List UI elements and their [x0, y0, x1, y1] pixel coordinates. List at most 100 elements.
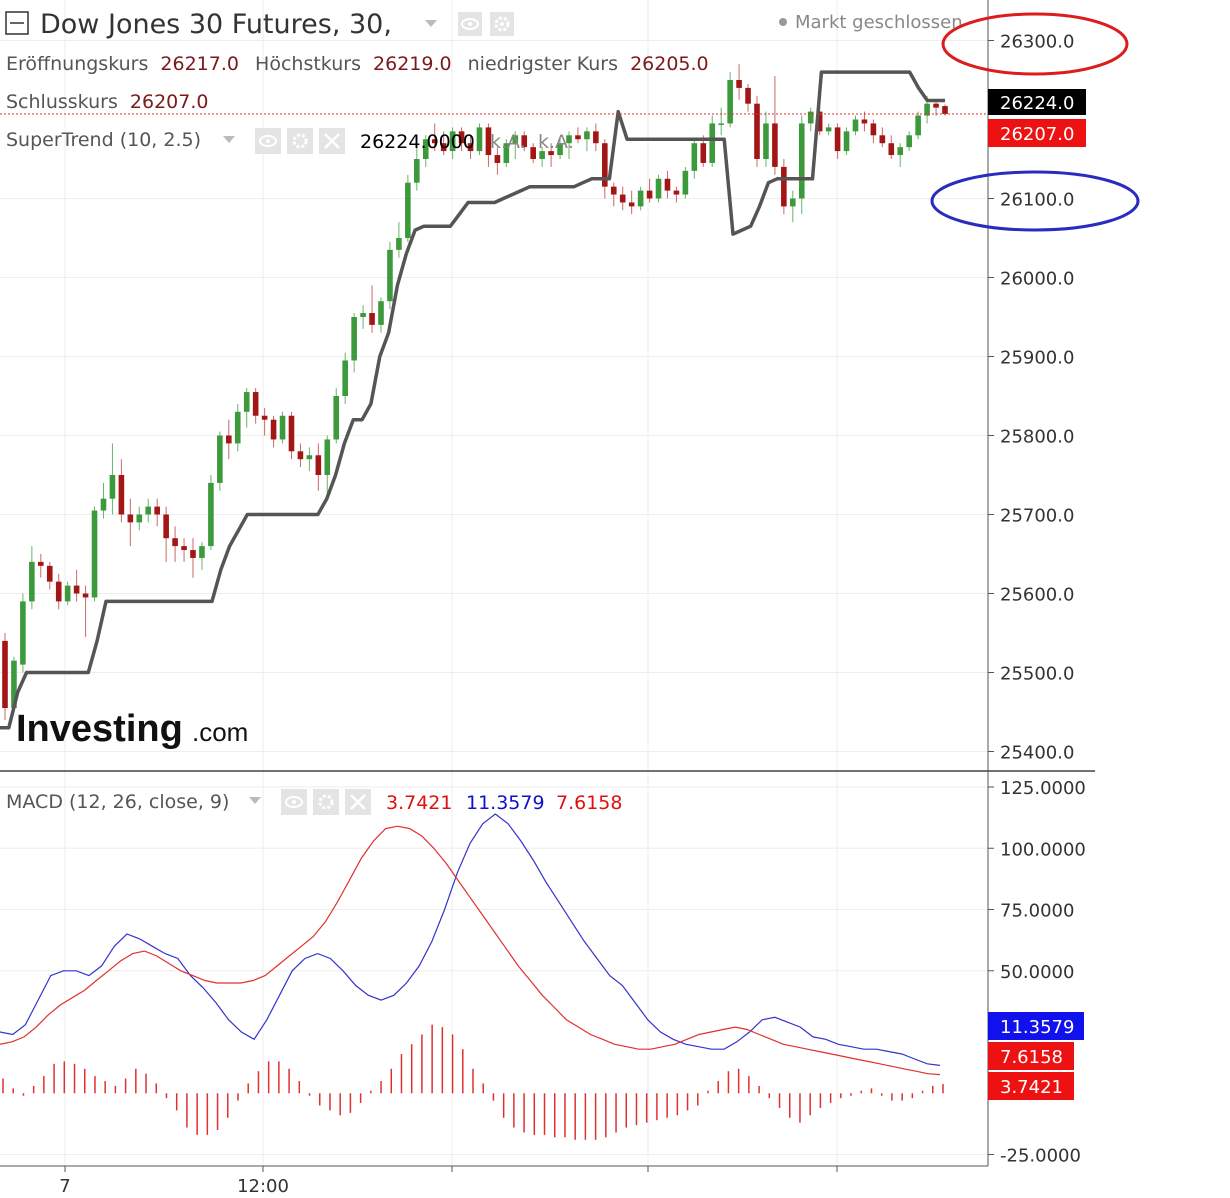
candle-body — [261, 415, 268, 420]
candle-body — [763, 123, 769, 159]
hist-badge-text: 3.7421 — [1000, 1077, 1063, 1098]
candle — [798, 115, 805, 215]
candle-body — [933, 103, 939, 108]
candle — [566, 131, 572, 159]
candle-body — [512, 135, 519, 144]
signal-badge-text: 7.6158 — [1000, 1047, 1063, 1068]
candle-body — [315, 455, 322, 475]
candle — [727, 72, 733, 128]
candle — [467, 135, 474, 159]
candles-layer — [2, 64, 948, 720]
low-label: niedrigster Kurs — [468, 53, 618, 75]
candle — [29, 546, 35, 610]
candle — [915, 111, 921, 140]
candle-body — [494, 155, 501, 163]
candle-body — [476, 127, 483, 152]
candle — [333, 388, 340, 444]
candle — [593, 123, 599, 152]
dropdown-icon[interactable] — [425, 20, 437, 27]
candle — [485, 123, 492, 167]
grid-layer — [0, 0, 988, 1166]
candle-body — [485, 127, 492, 156]
candle — [772, 76, 778, 175]
candle-body — [100, 498, 107, 511]
candle-body — [897, 147, 904, 156]
candle — [378, 297, 384, 333]
collapse-icon[interactable] — [5, 11, 29, 35]
candle-body — [91, 510, 98, 598]
candle-body — [557, 143, 563, 156]
candle-body — [664, 178, 671, 191]
supertrend-gear-icon[interactable] — [287, 128, 313, 154]
macd-tick-label: 75.0000 — [1000, 901, 1074, 922]
macd-eye-icon[interactable] — [281, 789, 307, 815]
candle-body — [333, 396, 340, 440]
candle-body — [279, 415, 286, 440]
candle-body — [342, 360, 348, 396]
candle — [342, 352, 348, 404]
eye-icon[interactable] — [458, 12, 482, 36]
candle-body — [154, 506, 160, 515]
candle-body — [852, 119, 859, 132]
high-label: Höchstkurs — [255, 53, 361, 75]
macd-dropdown-icon[interactable] — [249, 797, 261, 804]
candle-body — [378, 301, 384, 325]
candle — [252, 388, 259, 424]
chart-title: Dow Jones 30 Futures, 30, — [40, 9, 392, 40]
macd-gear-icon[interactable] — [313, 789, 339, 815]
candle-body — [700, 143, 707, 163]
candle — [646, 178, 653, 203]
macd-close-icon[interactable] — [345, 789, 371, 815]
candle — [781, 159, 787, 215]
macd-line-value: 11.3579 — [466, 792, 545, 814]
low-value: 26205.0 — [630, 53, 709, 75]
candle-body — [360, 313, 366, 317]
candle — [414, 147, 420, 191]
candle — [64, 581, 71, 606]
candle-body — [790, 198, 796, 207]
macd-tick-label: 100.0000 — [1000, 839, 1086, 860]
ohlc-line: Eröffnungskurs 26217.0 Höchstkurs 26219.… — [6, 53, 709, 75]
blue-annotation-ellipse — [930, 170, 1140, 232]
candle — [82, 585, 89, 637]
candle-body — [539, 151, 545, 159]
candle-body — [807, 111, 814, 124]
candle — [315, 443, 322, 491]
candle — [208, 475, 214, 551]
candle — [163, 506, 169, 562]
candle — [584, 127, 590, 152]
candle — [458, 127, 465, 152]
candle — [172, 526, 178, 562]
candle — [897, 143, 904, 167]
candle-body — [602, 143, 608, 187]
candle-body — [199, 546, 205, 558]
candle — [396, 222, 402, 258]
candle-body — [772, 123, 778, 167]
candle — [422, 135, 429, 167]
candle — [530, 143, 536, 163]
candle-body — [610, 186, 617, 195]
macd-label: MACD (12, 26, close, 9) — [6, 791, 229, 813]
gear-icon[interactable] — [490, 12, 514, 36]
candle — [243, 388, 250, 428]
supertrend-dropdown-icon[interactable] — [223, 136, 235, 143]
candle — [476, 123, 483, 156]
candle-body — [816, 111, 823, 132]
candle — [807, 107, 814, 132]
candle — [2, 633, 8, 720]
candle-body — [727, 80, 733, 124]
candle — [852, 115, 859, 136]
candle-body — [181, 546, 187, 551]
price-tick-label: 25800.0 — [1000, 427, 1074, 448]
supertrend-close-icon[interactable] — [319, 128, 345, 154]
macd-badge-text: 11.3579 — [1000, 1017, 1074, 1038]
hist-badge: 3.7421 — [988, 1072, 1074, 1100]
candle-body — [593, 131, 599, 144]
candle-body — [387, 249, 393, 302]
candle-body — [781, 166, 787, 207]
candle-body — [566, 135, 572, 144]
close-value: 26207.0 — [130, 91, 209, 113]
candle-body — [351, 317, 357, 361]
supertrend-eye-icon[interactable] — [255, 128, 281, 154]
candle-body — [324, 439, 331, 475]
